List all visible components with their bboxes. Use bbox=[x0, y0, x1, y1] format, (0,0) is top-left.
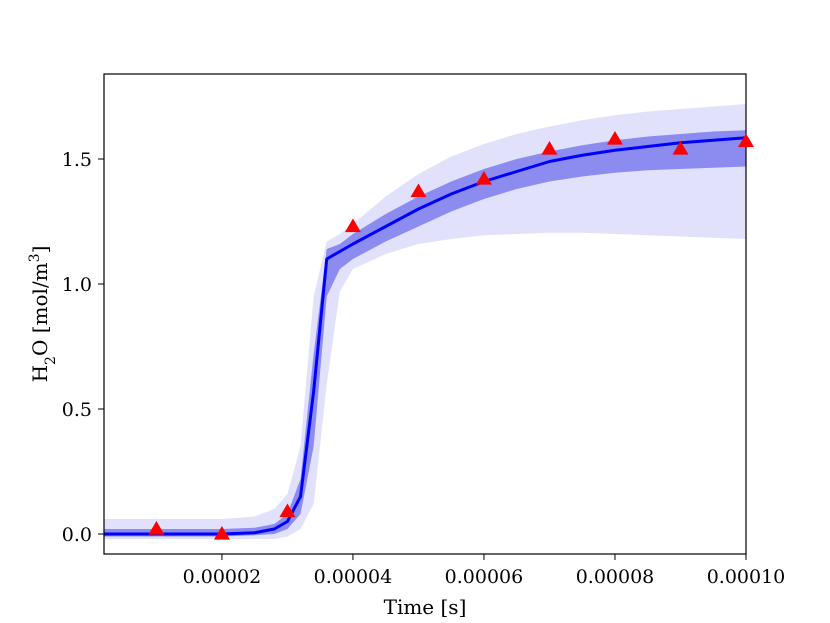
mean-line bbox=[104, 136, 746, 536]
observed-markers bbox=[148, 131, 754, 540]
observed-marker bbox=[410, 183, 427, 198]
observed-marker bbox=[738, 133, 754, 148]
y-axis-ticks: 0.0 0.5 1.0 1.5 bbox=[62, 149, 104, 546]
y-axis-label: H2O [mol/m3] bbox=[27, 246, 59, 383]
observed-marker bbox=[606, 131, 623, 145]
x-tick-label: 0.00010 bbox=[707, 566, 786, 588]
y-tick-label: 1.5 bbox=[62, 149, 92, 171]
y-axis-label-close: ] bbox=[28, 246, 52, 254]
y-tick-label: 1.0 bbox=[62, 274, 92, 296]
x-tick-label: 0.00006 bbox=[445, 566, 524, 588]
plot-area bbox=[104, 104, 746, 539]
axes-frame bbox=[103, 73, 747, 555]
x-axis-ticks: 0.00002 0.00004 0.00006 0.00008 0.00010 bbox=[183, 554, 786, 588]
observed-marker bbox=[213, 526, 230, 540]
x-tick-label: 0.00004 bbox=[314, 566, 393, 588]
x-axis-label: Time [s] bbox=[384, 595, 467, 619]
observed-marker bbox=[475, 171, 492, 185]
observed-marker bbox=[148, 521, 165, 535]
y-axis-label-main: H bbox=[28, 365, 52, 382]
inner-uncertainty-band bbox=[104, 130, 746, 537]
x-tick-label: 0.00002 bbox=[183, 566, 262, 588]
observed-marker bbox=[279, 503, 296, 518]
y-axis-label-superscript: 3 bbox=[27, 253, 43, 262]
y-tick-label: 0.0 bbox=[62, 524, 92, 546]
observed-marker bbox=[344, 218, 361, 233]
y-axis-label-subscript: 2 bbox=[43, 356, 59, 365]
observed-marker bbox=[541, 141, 558, 155]
x-tick-label: 0.00008 bbox=[576, 566, 655, 588]
y-axis-label-rest: O [mol/m bbox=[28, 262, 52, 356]
y-tick-label: 0.5 bbox=[62, 399, 92, 421]
observed-marker bbox=[672, 141, 689, 155]
outer-uncertainty-band bbox=[104, 104, 746, 539]
